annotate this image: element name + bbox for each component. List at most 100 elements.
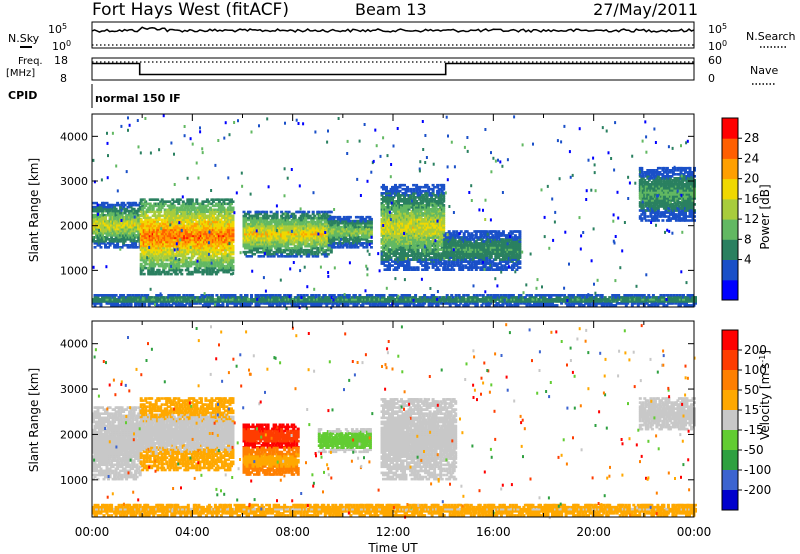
echo-cell <box>403 266 406 269</box>
echo-cell <box>394 260 397 263</box>
echo-cell <box>298 226 302 230</box>
echo-cell <box>183 214 187 218</box>
echo-cell <box>380 202 384 205</box>
echo-cell <box>413 238 417 241</box>
echo-cell <box>430 196 434 199</box>
echo-cell <box>231 240 235 244</box>
echo-cell <box>144 204 148 208</box>
echo-cell <box>341 246 345 249</box>
echo-cell <box>129 205 133 209</box>
echo-cell <box>280 210 284 214</box>
echo-cell <box>160 218 164 222</box>
echo-cell <box>92 238 95 241</box>
echo-cell <box>107 219 110 223</box>
echo-cell <box>278 238 282 242</box>
echo-cell <box>317 218 321 222</box>
echo-cell <box>157 216 161 220</box>
echo-cell <box>347 227 351 231</box>
echo-cell <box>356 246 360 249</box>
echo-cell <box>354 244 358 247</box>
echo-cell <box>231 264 235 268</box>
echo-cell <box>280 244 284 248</box>
echo-cell <box>114 227 118 231</box>
echo-cell <box>256 248 259 252</box>
echo-cell <box>425 192 429 195</box>
echo-cell <box>132 207 136 211</box>
echo-cell <box>292 242 296 246</box>
echo-cell <box>226 230 230 234</box>
echo-cell <box>407 232 411 235</box>
echo-cell <box>196 206 200 210</box>
echo-cell <box>366 225 370 229</box>
echo-cell <box>177 266 181 270</box>
echo-cell <box>436 246 440 249</box>
echo-cell <box>244 216 247 220</box>
echo-cell <box>181 260 185 264</box>
echo-cell <box>181 202 185 206</box>
echo-cell <box>153 224 157 228</box>
echo-cell <box>356 223 360 227</box>
echo-cell <box>205 272 209 276</box>
echo-cell <box>347 240 351 243</box>
echo-cell <box>162 246 166 250</box>
echo-cell <box>436 250 440 253</box>
echo-cell <box>286 212 290 216</box>
echo-cell <box>157 204 161 208</box>
echo-cell <box>416 248 420 251</box>
echo-cell <box>107 207 110 211</box>
echo-cell <box>139 264 143 268</box>
echo-cell <box>148 216 152 220</box>
echo-cell <box>231 244 235 248</box>
echo-cell <box>412 204 416 207</box>
echo-cell <box>412 256 416 259</box>
echo-cell <box>189 264 193 268</box>
echo-cell <box>231 238 235 242</box>
echo-cell <box>418 194 422 197</box>
echo-cell <box>187 244 191 248</box>
echo-cell <box>395 185 399 189</box>
echo-cell <box>116 242 120 245</box>
echo-cell <box>169 208 173 212</box>
echo-cell <box>219 224 223 228</box>
echo-cell <box>317 216 321 220</box>
echo-cell <box>407 212 411 215</box>
echo-cell <box>295 224 299 228</box>
echo-cell <box>269 246 273 250</box>
echo-cell <box>220 204 224 208</box>
echo-cell <box>406 242 409 245</box>
echo-cell <box>199 248 203 252</box>
echo-cell <box>139 218 143 222</box>
echo-cell <box>250 246 253 250</box>
echo-cell <box>114 236 118 239</box>
echo-cell <box>269 210 273 214</box>
echo-cell <box>226 270 230 274</box>
echo-cell <box>199 260 203 264</box>
echo-cell <box>171 266 175 270</box>
echo-cell <box>187 256 191 260</box>
echo-cell <box>201 272 205 276</box>
echo-cell <box>415 256 419 259</box>
echo-cell <box>406 187 409 191</box>
echo-cell <box>141 208 145 212</box>
echo-cell <box>356 234 360 237</box>
echo-cell <box>391 218 394 221</box>
echo-cell <box>242 222 246 226</box>
echo-cell <box>330 227 334 231</box>
echo-cell <box>386 189 390 193</box>
echo-cell <box>93 240 97 243</box>
echo-cell <box>354 225 358 229</box>
echo-cell <box>275 216 279 220</box>
echo-cell <box>159 210 163 214</box>
echo-cell <box>116 201 120 205</box>
echo-cell <box>190 200 194 203</box>
echo-cell <box>322 248 326 252</box>
echo-cell <box>407 268 411 271</box>
echo-cell <box>160 206 164 210</box>
echo-cell <box>434 196 438 199</box>
echo-cell <box>409 194 413 197</box>
echo-cell <box>223 226 227 230</box>
echo-cell <box>437 222 441 225</box>
echo-cell <box>369 234 373 237</box>
echo-cell <box>166 212 170 216</box>
echo-cell <box>247 255 250 258</box>
